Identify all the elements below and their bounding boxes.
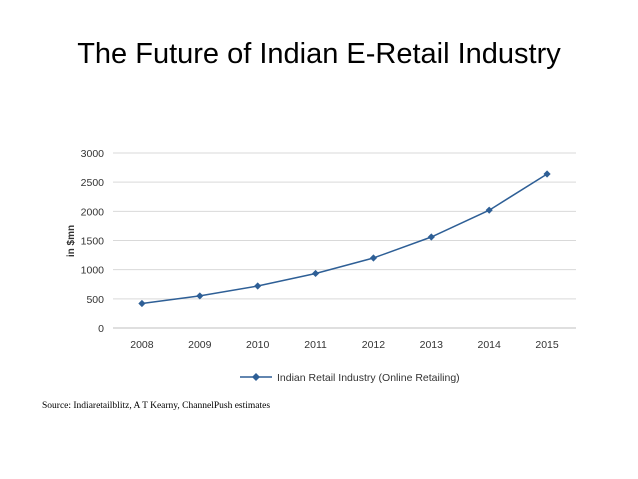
y-tick-label: 2500: [81, 177, 105, 189]
x-axis-ticks: 2008 2009 2010 2011 2012 2013 2014 2015: [130, 339, 559, 351]
legend: Indian Retail Industry (Online Retailing…: [240, 372, 460, 384]
legend-marker: [252, 373, 260, 381]
data-point: [369, 254, 378, 262]
y-tick-label: 3000: [81, 148, 105, 160]
data-point: [485, 206, 493, 214]
x-tick-label: 2013: [420, 339, 444, 351]
data-point: [254, 282, 262, 290]
x-tick-label: 2009: [188, 339, 212, 351]
x-tick-label: 2014: [478, 339, 502, 351]
y-tick-label: 1000: [81, 265, 105, 277]
grid-lines: [113, 152, 576, 329]
y-tick-label: 1500: [81, 236, 105, 248]
x-tick-label: 2008: [130, 339, 154, 351]
y-tick-label: 500: [86, 294, 104, 306]
data-point: [427, 233, 435, 241]
x-tick-label: 2015: [535, 339, 559, 351]
x-tick-label: 2011: [304, 339, 327, 351]
data-point: [543, 170, 551, 178]
series-line: [141, 173, 548, 305]
data-point: [311, 269, 320, 278]
slide-title: The Future of Indian E-Retail Industry: [77, 38, 561, 70]
legend-label: Indian Retail Industry (Online Retailing…: [277, 372, 460, 384]
y-tick-label: 0: [98, 323, 104, 335]
series-markers: [138, 170, 551, 308]
x-tick-label: 2010: [246, 339, 270, 351]
source-note: Source: Indiaretailblitz, A T Kearny, Ch…: [42, 401, 271, 411]
y-tick-label: 2000: [81, 206, 105, 218]
data-point: [138, 299, 146, 308]
x-tick-label: 2012: [362, 339, 386, 351]
data-point: [196, 292, 204, 300]
y-axis-label: in $mn: [66, 225, 77, 257]
y-axis-ticks: 0 500 1000 1500 2000 2500 3000: [81, 148, 105, 335]
